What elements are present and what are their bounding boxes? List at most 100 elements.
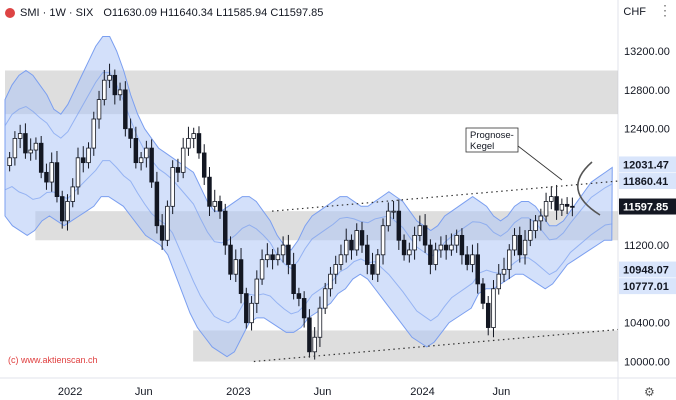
candle-body [386,210,391,227]
candle-body [428,244,433,265]
candle-body [422,225,428,246]
candle-body [433,249,438,265]
candle-body [123,89,128,130]
candle-body [464,254,470,265]
candle-body [559,203,565,211]
candle-body [475,254,480,285]
candle-body [359,230,365,246]
candle-body [375,254,381,275]
ohlc-open: O11630.09 [103,7,157,19]
candle-body [212,201,217,207]
candle-body [296,293,302,299]
candle-body [322,288,328,309]
zone-2 [193,330,619,362]
candle-body [343,239,349,256]
annotation-line-1: Prognose- [470,130,514,141]
candle-body [275,254,281,261]
candle-body [328,273,333,290]
price-tag-label: 12031.47 [623,159,669,171]
candle-body [259,259,265,280]
y-tick-label: 10000.00 [624,357,670,369]
candle-body [107,74,112,81]
candle-body [543,201,549,217]
candle-body [65,201,70,222]
price-tag [619,278,676,295]
candle-body [554,196,559,211]
candle-body [459,235,465,256]
price-tag-label: 11597.85 [623,202,668,214]
candle-body [407,249,412,256]
candle-body [449,244,454,251]
candle-body [7,157,12,166]
candle-body [338,254,344,265]
candle-body [159,225,165,241]
candle-body [186,138,191,149]
candle-body [233,259,239,275]
candle-body [238,259,244,295]
candle-body [180,147,186,173]
symbol-legend: SMI · 1W · SIX O11630.09 H11640.34 L1158… [5,4,323,22]
candle-body [286,244,291,265]
candle-body [75,157,81,188]
candle-body [138,157,144,164]
candles-group [7,63,575,360]
candle-body [280,244,286,256]
candle-body [549,196,554,202]
candle-body [102,79,107,101]
candle-body [564,203,570,207]
candle-body [512,235,517,251]
candle-body [470,254,475,265]
ohlc-low: L11585.94 [216,7,268,19]
candle-body [528,230,533,241]
candle-body [196,133,202,154]
candle-body [133,138,139,164]
price-tag-label: 10777.01 [623,281,669,293]
candle-body [23,133,28,154]
candle-body [496,273,501,290]
candle-body [86,147,91,164]
candle-body [91,118,97,149]
settings-gear-icon[interactable]: ⚙ [644,385,655,399]
candle-body [96,99,102,120]
candle-body [149,147,154,183]
band-inner-upper [4,72,613,270]
candle-body [265,254,270,261]
candle-body [175,167,181,173]
candle-body [223,210,228,246]
x-tick-label: 2023 [226,386,250,398]
candle-body [301,298,307,319]
candle-body [480,283,486,304]
candle-body [117,89,123,96]
more-menu-icon[interactable]: ⋮ [658,2,672,18]
candle-body [538,215,544,222]
price-tag-label: 10948.07 [623,265,669,277]
symbol-title[interactable]: SMI · 1W · SIX [20,7,94,19]
candle-body [438,244,444,251]
candle-body [154,181,160,227]
x-tick-label: Jun [135,386,153,398]
candle-body [170,167,175,207]
candle-body [44,171,49,183]
candle-body [81,157,86,164]
candle-body [249,302,254,324]
candle-body [244,293,249,324]
y-tick-label: 10400.00 [624,318,670,330]
candle-body [333,264,338,275]
candle-body [165,205,170,241]
candle-body [228,244,233,275]
candle-body [412,235,417,251]
candle-body [370,264,375,275]
candle-body [49,162,54,183]
candle-body [454,235,459,246]
currency-label[interactable]: CHF [623,6,646,18]
candle-body [254,278,260,304]
x-tick-label: 2022 [58,386,82,398]
candle-body [17,133,23,139]
annotation-line-2: Kegel [470,141,494,152]
price-tag [619,156,676,173]
copyright-text: (c) www.aktienscan.ch [8,355,98,365]
candle-body [396,210,402,241]
candle-body [349,239,354,251]
price-tag [619,198,676,215]
